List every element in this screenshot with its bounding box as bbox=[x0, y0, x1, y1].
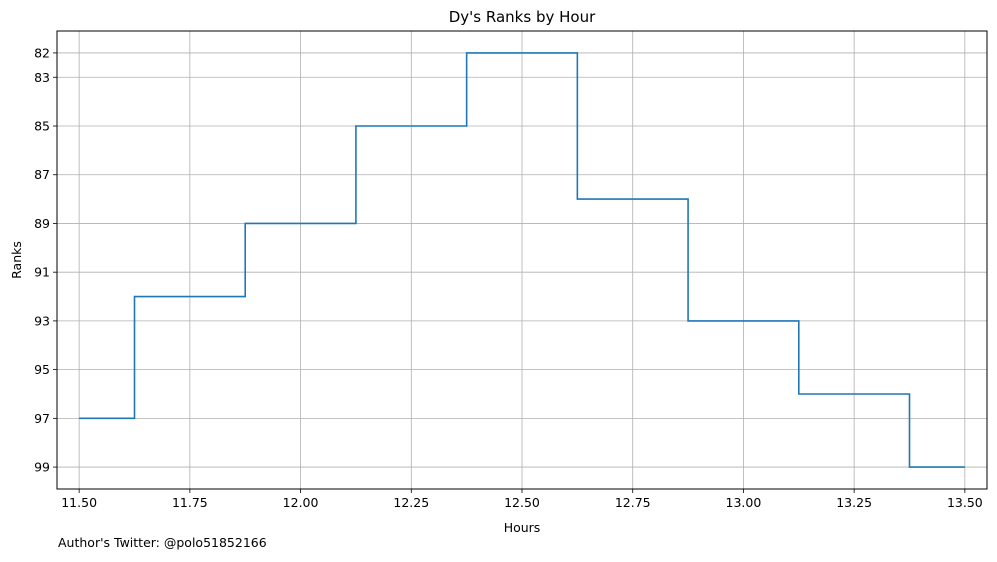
y-tick-label: 95 bbox=[34, 362, 50, 377]
x-tick-label: 12.00 bbox=[283, 495, 319, 510]
x-tick-label: 12.75 bbox=[615, 495, 651, 510]
x-tick-label: 11.75 bbox=[172, 495, 208, 510]
y-axis-title: Ranks bbox=[9, 241, 24, 279]
chart-title: Dy's Ranks by Hour bbox=[449, 8, 596, 26]
x-tick-label: 13.00 bbox=[726, 495, 762, 510]
y-tick-label: 82 bbox=[34, 45, 50, 60]
rank-series-line bbox=[79, 52, 965, 468]
series-layer bbox=[79, 52, 965, 468]
grid-layer bbox=[57, 31, 987, 489]
x-tick-label: 13.50 bbox=[947, 495, 983, 510]
y-tick-label: 91 bbox=[34, 265, 50, 280]
y-tick-label: 83 bbox=[34, 70, 50, 85]
y-tick-label: 87 bbox=[34, 167, 50, 182]
y-tick-label: 85 bbox=[34, 119, 50, 134]
y-tick-label: 99 bbox=[34, 460, 50, 475]
x-tick-label: 11.50 bbox=[61, 495, 97, 510]
x-tick-label: 12.50 bbox=[504, 495, 540, 510]
x-tick-label: 13.25 bbox=[836, 495, 872, 510]
x-axis-title: Hours bbox=[504, 520, 541, 535]
x-tick-label: 12.25 bbox=[393, 495, 429, 510]
y-tick-label: 97 bbox=[34, 411, 50, 426]
y-tick-label: 93 bbox=[34, 313, 50, 328]
y-tick-label: 89 bbox=[34, 216, 50, 231]
author-credit: Author's Twitter: @polo51852166 bbox=[58, 535, 267, 550]
tick-layer: 11.50 11.75 12.00 12.25 12.50 12.75 13.00 13.25… bbox=[34, 45, 983, 510]
